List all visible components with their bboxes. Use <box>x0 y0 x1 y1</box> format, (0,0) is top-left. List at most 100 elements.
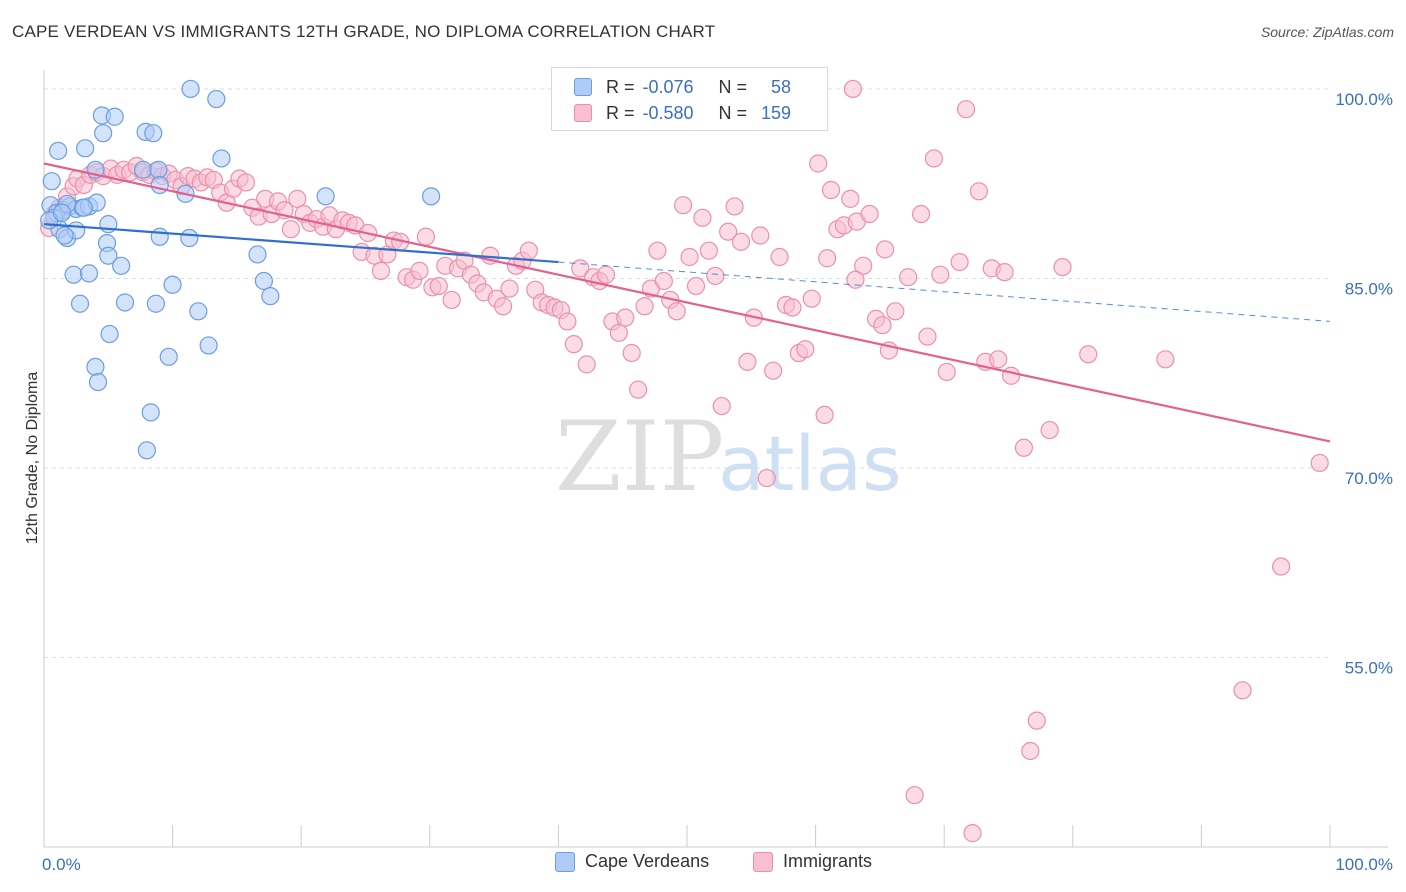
immigrant-point <box>809 154 828 173</box>
cape-verdean-point <box>55 226 74 245</box>
cape-verdean-point <box>64 265 83 284</box>
legend-item-cape-verdeans[interactable]: Cape Verdeans <box>555 851 709 872</box>
cape-verdean-point <box>146 294 165 313</box>
immigrant-point <box>989 350 1008 369</box>
immigrant-point <box>236 173 256 192</box>
stats-legend: R = -0.076 N = 58 R = -0.580 N = 159 <box>551 67 828 131</box>
cape-verdean-point <box>52 203 72 222</box>
immigrant-point <box>841 189 860 208</box>
y-tick-label: 55.0% <box>1345 658 1393 677</box>
immigrant-point <box>616 308 635 327</box>
cape-verdean-point <box>254 271 274 291</box>
source-label: Source: ZipAtlas.com <box>1260 24 1394 40</box>
cape-verdean-point <box>199 336 218 355</box>
cape-verdean-point <box>144 124 163 143</box>
immigrant-point <box>1233 681 1252 700</box>
immigrant-point <box>924 149 944 168</box>
immigrant-point <box>577 355 596 374</box>
cape-verdean-point <box>115 293 135 312</box>
immigrant-point <box>911 204 931 224</box>
immigrant-point <box>1053 257 1072 277</box>
immigrant-point <box>680 247 699 267</box>
cape-verdean-point <box>316 187 335 206</box>
immigrant-point <box>725 197 744 216</box>
immigrant-point <box>969 182 989 201</box>
legend-label: Immigrants <box>783 851 873 871</box>
immigrant-point <box>442 290 461 310</box>
n-value: 58 <box>771 76 792 97</box>
cape-verdean-point <box>137 441 156 460</box>
cape-verdean-point <box>88 372 108 392</box>
immigrant-point <box>918 327 937 346</box>
cape-verdean-point <box>248 245 267 264</box>
r-label: R = <box>606 102 635 123</box>
immigrant-point <box>956 100 976 119</box>
cape-verdean-point <box>76 139 95 158</box>
cape-verdean-point <box>150 227 169 246</box>
cape-verdean-point <box>180 228 199 248</box>
blue-swatch <box>574 78 592 96</box>
stats-row-cape-verdeans: R = -0.076 N = 58 <box>574 74 791 100</box>
immigrant-point <box>1021 741 1040 761</box>
cape-verdean-point <box>261 287 280 306</box>
cape-verdean-point <box>163 275 182 294</box>
immigrant-point <box>821 180 841 200</box>
immigrant-point <box>564 335 583 354</box>
immigrant-point <box>1040 420 1059 440</box>
immigrant-point <box>519 241 538 260</box>
immigrant-point <box>699 241 718 260</box>
legend-item-immigrants[interactable]: Immigrants <box>753 851 872 872</box>
y-tick-label: 100.0% <box>1335 90 1393 109</box>
immigrant-point <box>281 220 301 239</box>
immigrant-point <box>558 312 577 331</box>
immigrant-point <box>995 263 1014 282</box>
x-tick-label: 100.0% <box>1335 855 1393 874</box>
immigrant-point <box>288 189 307 208</box>
immigrant-point <box>860 204 879 224</box>
immigrant-point <box>648 241 667 260</box>
immigrant-point <box>846 270 865 289</box>
r-label: R = <box>606 76 635 97</box>
cape-verdean-point <box>112 256 131 275</box>
immigrant-point <box>802 289 821 308</box>
cape-verdean-point <box>150 175 169 195</box>
watermark-atlas: atlas <box>718 419 902 508</box>
immigrant-point <box>1027 711 1046 730</box>
immigrant-point <box>796 340 815 359</box>
immigrant-point <box>873 316 892 335</box>
legend-label: Cape Verdeans <box>585 851 710 871</box>
cape-verdean-point <box>189 302 208 321</box>
immigrant-point <box>1014 438 1034 457</box>
x-ticks <box>172 825 1331 847</box>
immigrant-point <box>410 261 429 280</box>
watermark: ZIP atlas <box>555 401 902 513</box>
immigrant-point <box>1156 350 1175 369</box>
immigrant-point <box>818 249 837 268</box>
immigrants-trend-line <box>43 162 1331 443</box>
cape-verdeans-trend-extension <box>558 261 1331 322</box>
immigrant-point <box>719 222 738 241</box>
immigrant-point <box>416 227 436 246</box>
cape-verdean-point <box>141 403 160 422</box>
immigrant-point <box>843 79 862 99</box>
immigrant-point <box>654 271 673 291</box>
cape-verdean-point <box>79 264 99 283</box>
immigrant-point <box>706 266 725 286</box>
immigrant-point <box>500 279 519 298</box>
immigrant-point <box>693 208 712 227</box>
cape-verdean-point <box>100 324 119 344</box>
cape-verdean-point <box>105 107 124 126</box>
y-tick-labels: 100.0% 85.0% 70.0% 55.0% <box>1335 90 1393 678</box>
cape-verdean-point <box>159 347 178 366</box>
immigrant-point <box>635 297 654 316</box>
pink-swatch <box>574 104 592 122</box>
cape-verdean-point <box>421 187 441 206</box>
immigrant-point <box>963 824 982 843</box>
legend: Cape Verdeans Immigrants <box>0 851 1406 879</box>
immigrant-point <box>494 297 513 316</box>
y-tick-label: 85.0% <box>1345 279 1393 298</box>
immigrant-point <box>738 352 757 371</box>
legend-swatch-pink <box>753 851 773 872</box>
cape-verdean-point <box>181 79 200 99</box>
